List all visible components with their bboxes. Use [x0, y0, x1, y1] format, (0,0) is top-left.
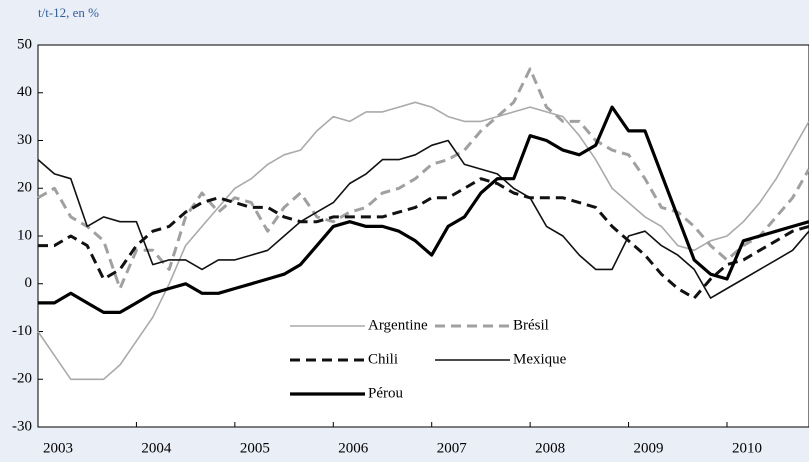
y-tick-label: -20 [12, 371, 32, 387]
x-tick-label: 2005 [240, 440, 270, 456]
legend-label: Pérou [368, 385, 403, 401]
series-line [38, 177, 809, 300]
y-tick-label: 40 [17, 84, 32, 100]
x-tick-label: 2009 [634, 440, 664, 456]
y-tick-label: 10 [17, 227, 32, 243]
series-line [38, 105, 809, 314]
plot-area [37, 44, 809, 428]
subtitle: t/t-12, en % [38, 5, 99, 20]
x-tick-label: 2003 [43, 440, 73, 456]
legend-label: Argentine [368, 317, 428, 333]
y-tick-label: 20 [17, 180, 32, 196]
series-line [37, 67, 809, 290]
y-tick-label: 0 [25, 275, 33, 291]
legend-label: Brésil [513, 317, 549, 333]
y-tick-label: -10 [12, 323, 32, 339]
y-tick-label: -30 [12, 418, 32, 434]
legend-label: Chili [368, 351, 398, 367]
y-tick-label: 50 [17, 36, 32, 52]
x-tick-label: 2007 [437, 440, 468, 456]
x-tick-label: 2006 [338, 440, 369, 456]
y-tick-label: 30 [17, 132, 32, 148]
x-tick-label: 2008 [535, 440, 565, 456]
x-tick-label: 2010 [732, 440, 762, 456]
legend-label: Mexique [513, 351, 567, 367]
x-tick-label: 2004 [141, 440, 172, 456]
series-line [37, 139, 809, 299]
